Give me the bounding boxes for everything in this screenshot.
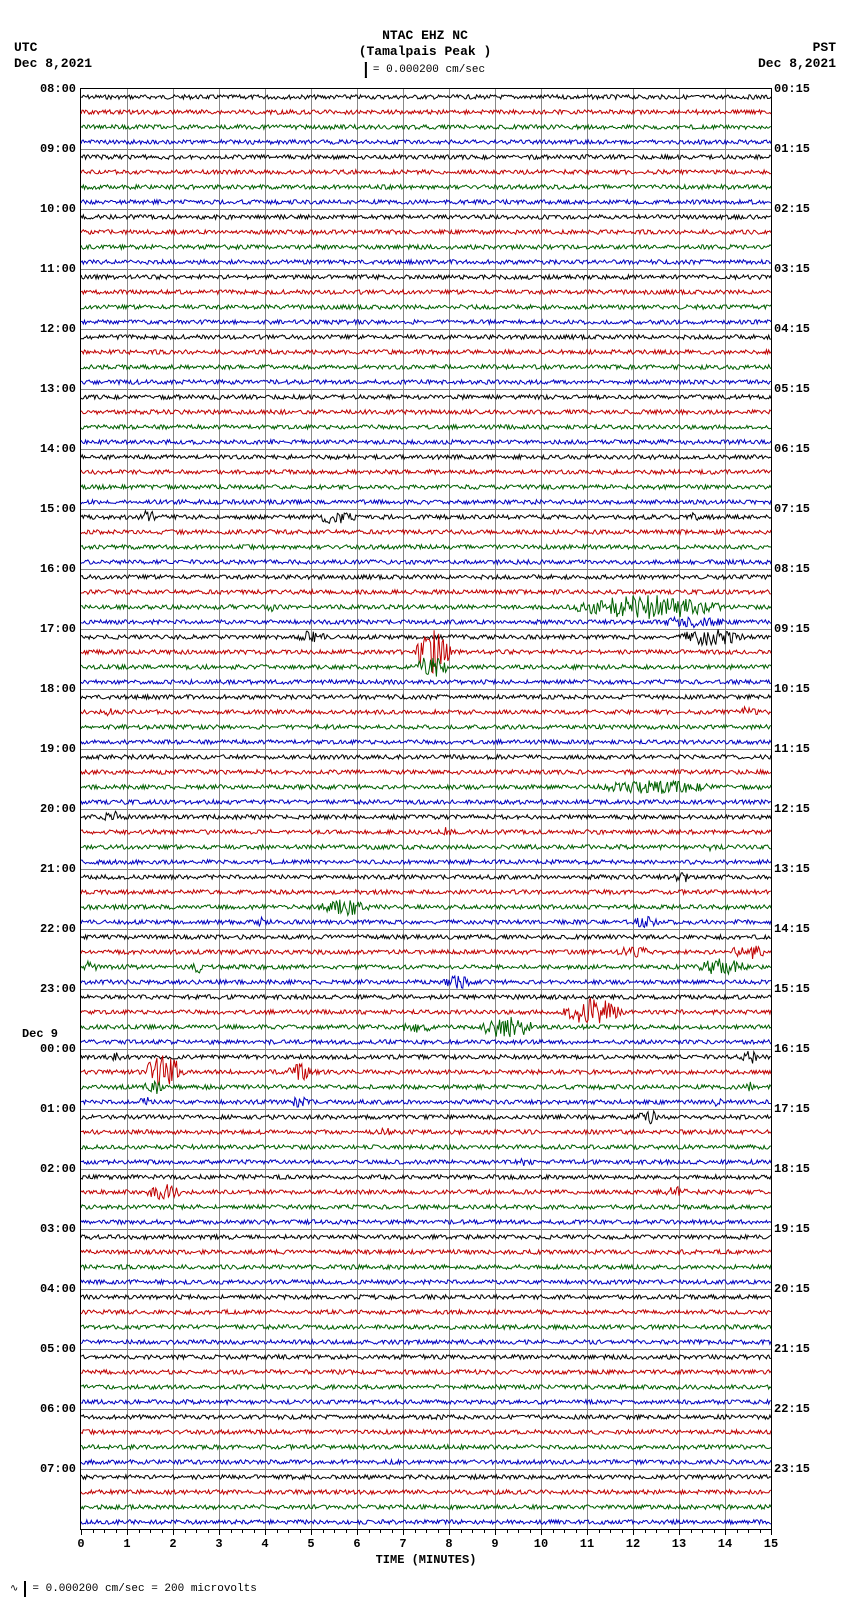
- tz-right-date: Dec 8,2021: [758, 56, 836, 71]
- utc-time-label: 20:00: [40, 802, 76, 816]
- pst-time-label: 12:15: [774, 802, 810, 816]
- x-tick-label: 4: [261, 1537, 268, 1551]
- utc-time-label: 11:00: [40, 262, 76, 276]
- utc-time-label: 15:00: [40, 502, 76, 516]
- x-tick-label: 15: [764, 1537, 778, 1551]
- utc-time-label: 06:00: [40, 1402, 76, 1416]
- x-tick: [771, 1529, 772, 1535]
- pst-time-label: 18:15: [774, 1162, 810, 1176]
- x-tick-label: 9: [491, 1537, 498, 1551]
- pst-time-label: 14:15: [774, 922, 810, 936]
- pst-time-label: 13:15: [774, 862, 810, 876]
- pst-time-label: 21:15: [774, 1342, 810, 1356]
- x-tick-label: 7: [399, 1537, 406, 1551]
- pst-time-label: 07:15: [774, 502, 810, 516]
- utc-time-label: 18:00: [40, 682, 76, 696]
- utc-time-label: 21:00: [40, 862, 76, 876]
- x-tick-label: 0: [77, 1537, 84, 1551]
- x-tick-label: 11: [580, 1537, 594, 1551]
- scale-legend-top: = 0.000200 cm/sec: [365, 62, 485, 78]
- pst-time-label: 03:15: [774, 262, 810, 276]
- utc-time-label: 08:00: [40, 82, 76, 96]
- station-subtitle: (Tamalpais Peak ): [0, 44, 850, 59]
- x-axis-title: TIME (MINUTES): [376, 1553, 477, 1567]
- pst-time-label: 19:15: [774, 1222, 810, 1236]
- utc-time-label: 23:00: [40, 982, 76, 996]
- utc-time-label: 03:00: [40, 1222, 76, 1236]
- pst-time-label: 04:15: [774, 322, 810, 336]
- station-title: NTAC EHZ NC: [0, 28, 850, 43]
- utc-time-label: 12:00: [40, 322, 76, 336]
- utc-time-label: 01:00: [40, 1102, 76, 1116]
- x-tick-label: 3: [215, 1537, 222, 1551]
- scale-legend-text: = 0.000200 cm/sec: [373, 64, 485, 76]
- x-tick-label: 1: [123, 1537, 130, 1551]
- pst-time-label: 16:15: [774, 1042, 810, 1056]
- x-tick-label: 6: [353, 1537, 360, 1551]
- x-tick-label: 12: [626, 1537, 640, 1551]
- utc-time-label: 07:00: [40, 1462, 76, 1476]
- utc-time-label: 00:00: [40, 1042, 76, 1056]
- pst-time-label: 08:15: [774, 562, 810, 576]
- pst-time-label: 20:15: [774, 1282, 810, 1296]
- x-tick-label: 10: [534, 1537, 548, 1551]
- pst-time-label: 23:15: [774, 1462, 810, 1476]
- utc-time-label: 17:00: [40, 622, 76, 636]
- utc-time-label: 04:00: [40, 1282, 76, 1296]
- tz-left-date: Dec 8,2021: [14, 56, 92, 71]
- utc-time-label: 14:00: [40, 442, 76, 456]
- scale-bar-icon: [365, 62, 367, 78]
- utc-time-label: 16:00: [40, 562, 76, 576]
- pst-time-label: 01:15: [774, 142, 810, 156]
- utc-time-label: 10:00: [40, 202, 76, 216]
- tz-left-label: UTC: [14, 40, 37, 55]
- seismogram-container: NTAC EHZ NC (Tamalpais Peak ) = 0.000200…: [0, 0, 850, 1613]
- seismic-trace: [81, 1507, 771, 1537]
- pst-time-label: 09:15: [774, 622, 810, 636]
- pst-time-label: 06:15: [774, 442, 810, 456]
- pst-time-label: 10:15: [774, 682, 810, 696]
- scale-legend-bottom: ∿ = 0.000200 cm/sec = 200 microvolts: [10, 1581, 257, 1597]
- pst-time-label: 02:15: [774, 202, 810, 216]
- pst-time-label: 22:15: [774, 1402, 810, 1416]
- pst-time-label: 15:15: [774, 982, 810, 996]
- x-tick-label: 14: [718, 1537, 732, 1551]
- x-tick-label: 5: [307, 1537, 314, 1551]
- x-tick-label: 13: [672, 1537, 686, 1551]
- mid-date-label: Dec 9: [22, 1027, 58, 1041]
- pst-time-label: 05:15: [774, 382, 810, 396]
- utc-time-label: 02:00: [40, 1162, 76, 1176]
- pst-time-label: 17:15: [774, 1102, 810, 1116]
- tz-right-label: PST: [813, 40, 836, 55]
- utc-time-label: 09:00: [40, 142, 76, 156]
- seismogram-plot: TIME (MINUTES) 0123456789101112131415: [80, 88, 772, 1530]
- pst-time-label: 11:15: [774, 742, 810, 756]
- utc-time-label: 22:00: [40, 922, 76, 936]
- utc-time-label: 13:00: [40, 382, 76, 396]
- x-tick-label: 2: [169, 1537, 176, 1551]
- utc-time-label: 05:00: [40, 1342, 76, 1356]
- utc-time-label: 19:00: [40, 742, 76, 756]
- pst-time-label: 00:15: [774, 82, 810, 96]
- x-tick-label: 8: [445, 1537, 452, 1551]
- scale-bar-icon: [24, 1581, 26, 1597]
- footer-scale-text: = 0.000200 cm/sec = 200 microvolts: [32, 1583, 256, 1595]
